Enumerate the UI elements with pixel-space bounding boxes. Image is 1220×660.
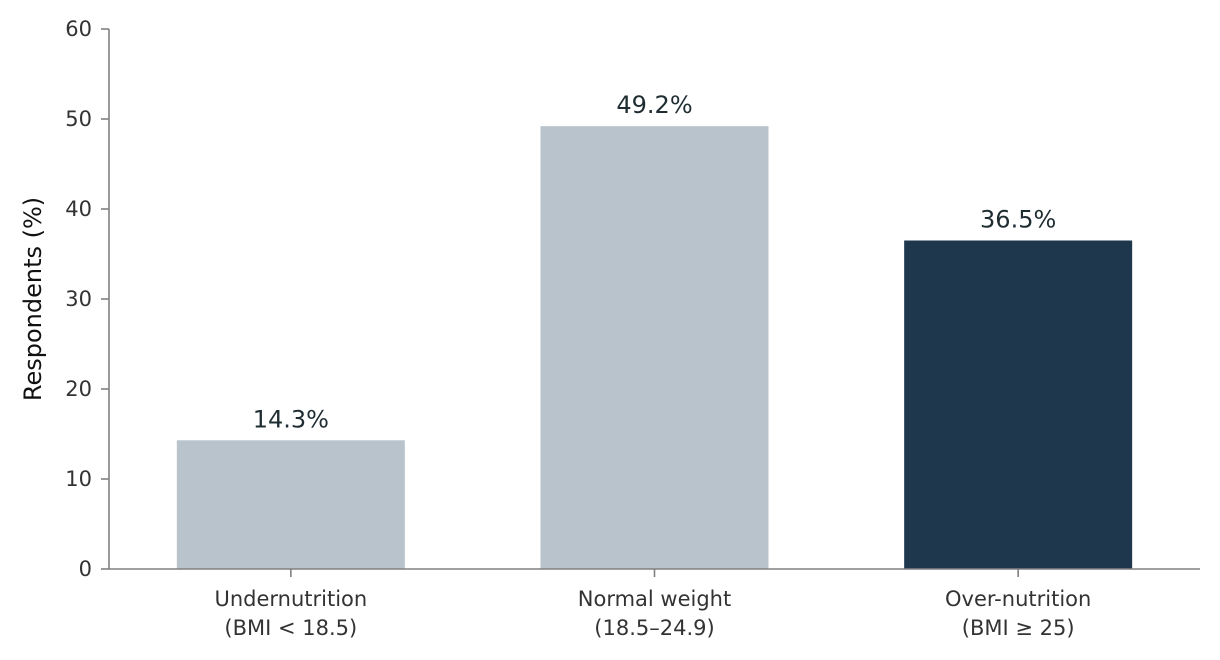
x-tick-label: (18.5–24.9): [594, 616, 714, 640]
y-tick-label: 30: [65, 287, 92, 311]
data-label: 49.2%: [616, 91, 692, 119]
data-label: 14.3%: [253, 405, 329, 433]
y-axis-title: Respondents (%): [19, 197, 47, 401]
y-tick-label: 10: [65, 467, 92, 491]
x-tick-label: Normal weight: [578, 587, 731, 611]
x-tick-label: (BMI < 18.5): [224, 616, 357, 640]
bar: [540, 126, 769, 569]
y-tick-label: 60: [65, 17, 92, 41]
bar: [176, 440, 405, 569]
y-tick-label: 40: [65, 197, 92, 221]
y-tick-label: 20: [65, 377, 92, 401]
x-tick-label: Undernutrition: [214, 587, 367, 611]
bar: [904, 240, 1133, 569]
x-tick-label: (BMI ≥ 25): [962, 616, 1075, 640]
x-tick-label: Over-nutrition: [945, 587, 1091, 611]
y-tick-label: 0: [79, 557, 92, 581]
y-tick-label: 50: [65, 107, 92, 131]
data-label: 36.5%: [980, 206, 1056, 234]
